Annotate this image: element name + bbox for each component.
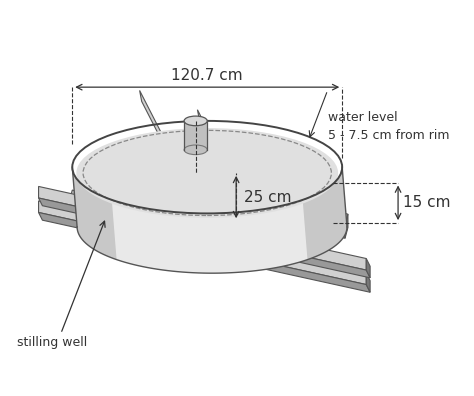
- Polygon shape: [38, 198, 370, 278]
- Polygon shape: [198, 110, 260, 240]
- Polygon shape: [69, 201, 89, 219]
- Text: water level
5 - 7.5 cm from rim: water level 5 - 7.5 cm from rim: [328, 111, 449, 142]
- Text: stilling well: stilling well: [18, 336, 88, 349]
- Polygon shape: [69, 190, 91, 206]
- Polygon shape: [299, 233, 301, 257]
- Text: 120.7 cm: 120.7 cm: [172, 68, 243, 83]
- Ellipse shape: [184, 116, 207, 126]
- Polygon shape: [38, 187, 366, 270]
- Polygon shape: [149, 206, 169, 227]
- Ellipse shape: [76, 128, 338, 218]
- Polygon shape: [258, 228, 264, 247]
- Polygon shape: [222, 227, 241, 248]
- Polygon shape: [366, 273, 370, 292]
- Polygon shape: [125, 220, 145, 238]
- Polygon shape: [222, 214, 244, 232]
- Polygon shape: [89, 195, 91, 219]
- Polygon shape: [366, 259, 370, 278]
- Polygon shape: [184, 121, 207, 154]
- Polygon shape: [326, 220, 345, 238]
- Polygon shape: [280, 240, 299, 257]
- Polygon shape: [280, 228, 301, 244]
- Polygon shape: [38, 213, 370, 292]
- Polygon shape: [201, 209, 206, 228]
- Polygon shape: [73, 167, 347, 273]
- Polygon shape: [241, 219, 244, 248]
- Polygon shape: [38, 201, 366, 285]
- Polygon shape: [125, 209, 147, 225]
- Polygon shape: [169, 198, 172, 227]
- Polygon shape: [149, 193, 172, 211]
- Polygon shape: [145, 214, 147, 238]
- Polygon shape: [112, 200, 308, 273]
- Polygon shape: [326, 209, 348, 225]
- Polygon shape: [345, 214, 348, 238]
- Text: 25 cm: 25 cm: [244, 190, 292, 205]
- Text: 15 cm: 15 cm: [403, 195, 450, 210]
- Polygon shape: [140, 90, 202, 220]
